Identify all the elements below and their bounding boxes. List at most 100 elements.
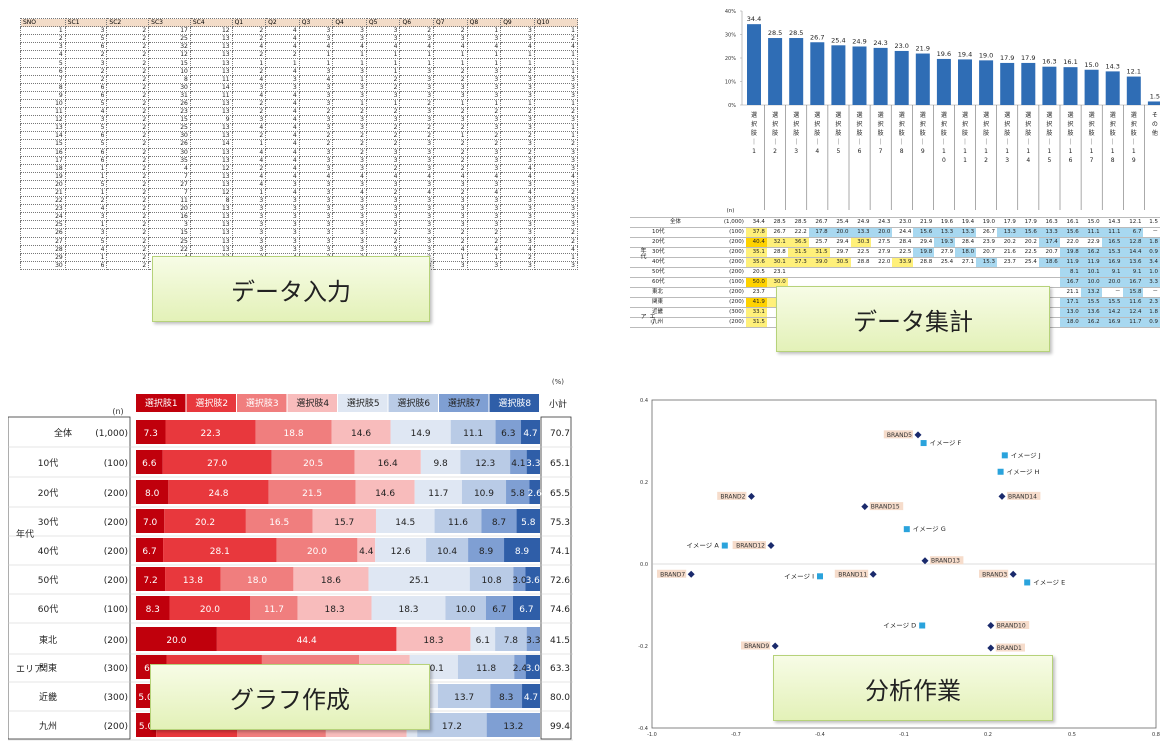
sheet-cell[interactable]: 4 [265,115,300,125]
sheet-cell[interactable]: 2 [106,171,150,181]
sheet-cell[interactable]: 2 [332,107,367,117]
sheet-cell[interactable]: 20 [148,204,191,214]
sheet-cell[interactable]: 3 [466,212,502,222]
sheet-cell[interactable]: 6 [64,131,108,141]
sheet-cell[interactable]: 2 [106,34,150,44]
sheet-cell[interactable]: 1 [332,98,367,109]
sheet-cell[interactable]: 27 [148,179,191,189]
sheet-cell[interactable]: 3 [500,139,535,149]
sheet-cell[interactable]: 3 [399,163,435,173]
sheet-cell[interactable]: 2 [106,74,150,84]
sheet-cell[interactable]: 1 [533,26,579,36]
sheet-cell[interactable]: 4 [298,74,334,84]
sheet-cell[interactable]: 1 [231,139,267,149]
sheet-cell[interactable]: 1 [533,50,579,60]
sheet-cell[interactable]: 9 [20,90,66,100]
sheet-cell[interactable]: 13 [189,171,233,181]
sheet-cell[interactable]: 2 [106,179,150,189]
sheet-cell[interactable]: 3 [433,115,468,125]
sheet-cell[interactable]: 3 [365,212,401,222]
sheet-cell[interactable]: 3 [500,115,535,125]
sheet-cell[interactable]: 2 [106,204,150,214]
sheet-cell[interactable]: 2 [365,123,401,133]
sheet-cell[interactable]: 25 [148,123,191,133]
sheet-cell[interactable]: 1 [466,58,502,68]
sheet-cell[interactable]: 2 [365,139,401,149]
sheet-cell[interactable]: 5 [64,123,108,133]
sheet-cell[interactable]: 13 [189,220,233,230]
sheet-cell[interactable]: 2 [500,147,535,157]
sheet-cell[interactable]: 3 [533,155,579,165]
sheet-cell[interactable]: 13 [189,236,233,246]
sheet-cell[interactable]: 13 [189,42,233,52]
sheet-cell[interactable]: 1 [332,50,367,60]
sheet-cell[interactable]: 5 [64,98,108,109]
sheet-cell[interactable]: 3 [533,212,579,222]
sheet-cell[interactable]: 3 [298,26,334,36]
sheet-cell[interactable]: 3 [332,196,367,206]
sheet-cell[interactable]: 1 [533,66,579,76]
sheet-cell[interactable]: 2 [365,187,401,198]
sheet-cell[interactable]: 2 [433,66,468,76]
sheet-cell[interactable]: 2 [231,98,267,109]
sheet-cell[interactable]: 4 [64,107,108,117]
sheet-cell[interactable]: 3 [399,115,435,125]
sheet-cell[interactable]: 2 [433,74,468,84]
sheet-cell[interactable]: 3 [231,115,267,125]
sheet-cell[interactable]: 26 [20,228,66,238]
sheet-cell[interactable]: 2 [433,163,468,173]
sheet-cell[interactable]: 3 [365,155,401,165]
sheet-cell[interactable]: 3 [298,228,334,238]
sheet-cell[interactable]: 3 [332,212,367,222]
sheet-cell[interactable]: 3 [466,115,502,125]
sheet-cell[interactable]: 3 [533,115,579,125]
sheet-cell[interactable]: 3 [533,220,579,230]
sheet-cell[interactable]: 6 [64,82,108,92]
sheet-cell[interactable]: 3 [265,220,300,230]
sheet-cell[interactable]: 21 [20,187,66,198]
sheet-cell[interactable]: 3 [298,155,334,165]
sheet-cell[interactable]: 13 [189,107,233,117]
sheet-cell[interactable]: 4 [399,187,435,198]
sheet-cell[interactable]: 2 [106,260,150,270]
sheet-cell[interactable]: 2 [106,236,150,246]
sheet-cell[interactable]: 2 [106,228,150,238]
sheet-cell[interactable]: 2 [466,107,502,117]
sheet-cell[interactable]: 13 [189,228,233,238]
sheet-cell[interactable]: 4 [265,139,300,149]
sheet-cell[interactable]: 2 [106,163,150,173]
sheet-cell[interactable]: 3 [265,204,300,214]
sheet-cell[interactable]: 3 [365,147,401,157]
sheet-cell[interactable]: 12 [148,50,191,60]
sheet-cell[interactable]: 15 [148,115,191,125]
sheet-cell[interactable]: 25 [20,220,66,230]
sheet-cell[interactable]: 4 [365,171,401,181]
sheet-cell[interactable]: 2 [365,107,401,117]
sheet-cell[interactable]: 2 [466,139,502,149]
sheet-cell[interactable]: 11 [148,196,191,206]
sheet-cell[interactable]: 3 [265,196,300,206]
sheet-cell[interactable]: 26 [148,139,191,149]
sheet-cell[interactable]: 3 [500,74,535,84]
sheet-cell[interactable]: 4 [265,90,300,100]
sheet-cell[interactable]: 30 [148,82,191,92]
sheet-cell[interactable]: 1 [365,98,401,109]
sheet-cell[interactable]: 2 [64,196,108,206]
sheet-cell[interactable]: 3 [231,82,267,92]
sheet-cell[interactable]: 1 [64,252,108,262]
sheet-cell[interactable]: 6 [64,90,108,100]
sheet-cell[interactable]: 4 [265,107,300,117]
sheet-cell[interactable]: 2 [365,236,401,246]
sheet-cell[interactable]: 1 [466,26,502,36]
sheet-cell[interactable]: 3 [466,196,502,206]
sheet-cell[interactable]: 3 [365,26,401,36]
sheet-cell[interactable]: 3 [500,236,535,246]
sheet-cell[interactable]: 13 [189,123,233,133]
sheet-cell[interactable]: 4 [265,26,300,36]
sheet-cell[interactable]: 3 [332,244,367,254]
sheet-cell[interactable]: 3 [298,220,334,230]
sheet-cell[interactable]: 14 [189,139,233,149]
sheet-cell[interactable]: 3 [500,155,535,165]
sheet-cell[interactable]: 3 [500,220,535,230]
sheet-cell[interactable]: 2 [106,196,150,206]
